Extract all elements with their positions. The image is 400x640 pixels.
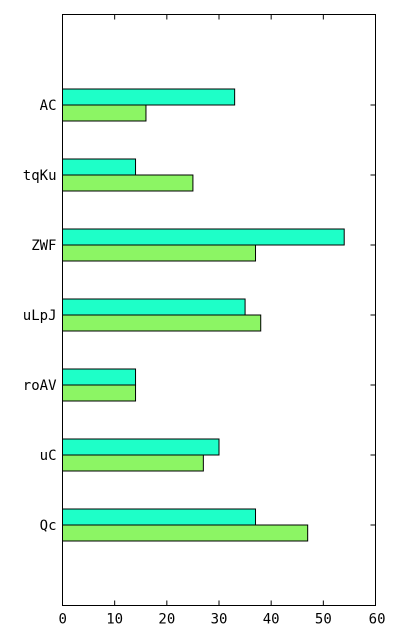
y-tick-label: roAV (23, 378, 57, 394)
bar-uLpJ-series-1 (62, 298, 246, 316)
bar-tqKu-series-2 (62, 174, 194, 192)
bar-Qc-series-1 (62, 508, 257, 526)
bar-Qc-series-2 (62, 524, 309, 542)
x-tick-label: 10 (106, 612, 123, 628)
x-tick-label: 50 (315, 612, 332, 628)
bar-uC-series-2 (62, 454, 204, 472)
bar-roAV-series-1 (62, 368, 137, 386)
y-tick-label: uC (40, 448, 57, 464)
bar-uLpJ-series-2 (62, 314, 262, 332)
bar-AC-series-1 (62, 88, 236, 106)
x-tick-label: 0 (59, 612, 67, 628)
x-tick-label: 40 (263, 612, 280, 628)
y-tick-label: ZWF (31, 238, 56, 254)
bar-ZWF-series-1 (62, 228, 345, 246)
y-tick-label: AC (40, 98, 57, 114)
bar-AC-series-2 (62, 104, 147, 122)
x-tick-label: 20 (158, 612, 175, 628)
x-tick-label: 60 (369, 612, 386, 628)
bar-uC-series-1 (62, 438, 220, 456)
x-axis-ticks: 0 10 20 30 40 50 60 (59, 14, 386, 628)
bars-group (62, 88, 345, 542)
y-tick-label: Qc (40, 518, 57, 534)
bar-ZWF-series-2 (62, 244, 257, 262)
y-axis-ticks: AC tqKu ZWF uLpJ roAV uC Qc (23, 98, 376, 534)
bar-roAV-series-2 (62, 384, 137, 402)
x-tick-label: 30 (211, 612, 228, 628)
y-tick-label: tqKu (23, 168, 57, 184)
bar-tqKu-series-1 (62, 158, 137, 176)
y-tick-label: uLpJ (23, 308, 57, 324)
